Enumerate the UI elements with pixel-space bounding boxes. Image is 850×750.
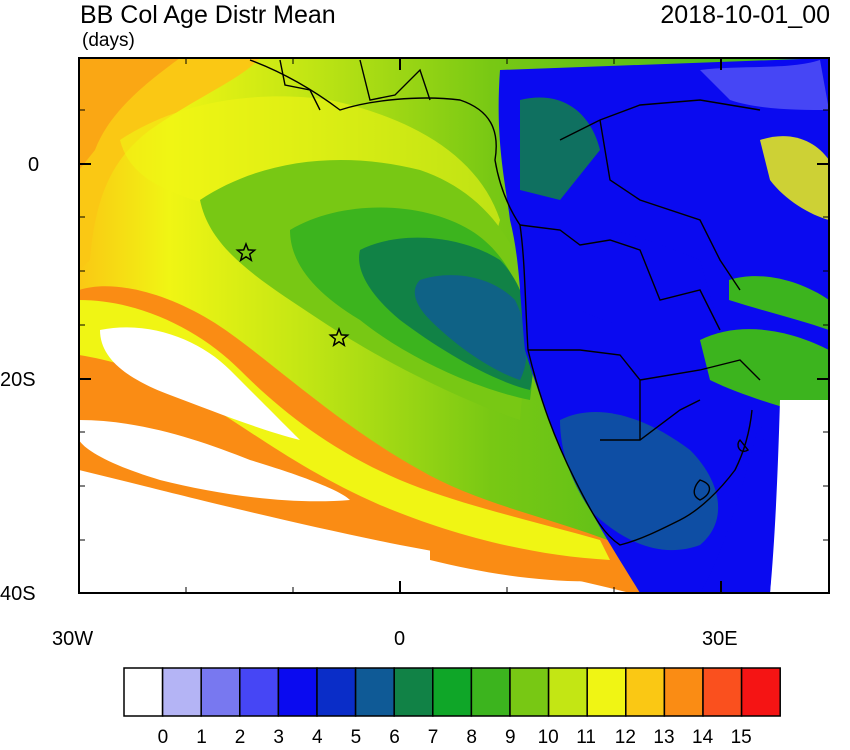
orange-south-band — [430, 545, 620, 582]
colorbar-label-6: 6 — [389, 727, 400, 748]
teal-core — [414, 275, 527, 380]
colorbar-label-0: 0 — [157, 727, 169, 748]
colorbar-label-13: 13 — [653, 727, 675, 748]
units-label: (days) — [82, 30, 135, 51]
east-yellow — [760, 136, 829, 220]
colorbar-label-5: 5 — [350, 727, 362, 748]
date-label: 2018-10-01_00 — [660, 1, 830, 29]
colorbar-label-15: 15 — [730, 727, 752, 748]
colorbar-label-12: 12 — [614, 727, 636, 748]
colorbar-box-0 — [123, 667, 164, 717]
lon-label-30w: 30W — [52, 628, 94, 650]
map-title: BB Col Age Distr Mean — [80, 1, 336, 29]
axis-ticks — [78, 58, 829, 594]
star-marker-1 — [235, 241, 257, 263]
east-coast-blue — [700, 420, 772, 593]
white-patch-3 — [79, 470, 630, 593]
colorbar-box-6 — [354, 667, 395, 717]
colorbar-label-4: 4 — [312, 727, 323, 748]
colorbar-box-10 — [509, 667, 550, 717]
white-patch-1 — [100, 327, 300, 440]
colorbar-label-10: 10 — [537, 727, 559, 748]
country-borders — [249, 59, 761, 546]
colorbar-box-2 — [200, 667, 241, 717]
colorbar-label-11: 11 — [576, 727, 596, 748]
mozambique-green — [700, 329, 829, 420]
lon-label-30e: 30E — [702, 628, 738, 650]
colorbar-box-1 — [161, 667, 202, 717]
south-africa-teal — [560, 411, 719, 551]
colorbar-box-11 — [547, 667, 588, 717]
colorbar-label-1: 1 — [196, 727, 207, 748]
colorbar — [123, 667, 781, 717]
colorbar-box-7 — [393, 667, 434, 717]
colorbar-label-7: 7 — [427, 727, 439, 748]
colorbar-box-8 — [432, 667, 473, 717]
colorbar-label-3: 3 — [273, 727, 284, 748]
colorbar-box-9 — [470, 667, 511, 717]
colorbar-label-8: 8 — [466, 727, 477, 748]
colorbar-box-13 — [625, 667, 666, 717]
colorbar-label-9: 9 — [505, 727, 516, 748]
indian-ocean-white — [770, 400, 829, 593]
star-marker-2 — [328, 326, 350, 348]
colorbar-label-2: 2 — [234, 727, 246, 748]
colorbar-box-4 — [277, 667, 318, 717]
minor-ticks — [79, 58, 829, 593]
lon-label-0: 0 — [394, 628, 406, 650]
north-lighter-blue — [700, 60, 829, 110]
white-patch-2 — [79, 420, 350, 502]
land-blue-central — [560, 227, 720, 334]
lat-label-40s: 40S — [0, 583, 36, 605]
colorbar-box-12 — [586, 667, 627, 717]
map-field — [79, 58, 829, 593]
deep-orange-nw — [79, 58, 180, 170]
lat-label-20s: 20S — [0, 369, 36, 391]
colorbar-box-5 — [316, 667, 357, 717]
lat-label-0: 0 — [28, 154, 40, 176]
east-green — [729, 276, 829, 330]
orange-nw — [79, 58, 260, 270]
colorbar-box-16 — [740, 667, 781, 717]
gulf-green — [520, 97, 600, 200]
colorbar-box-15 — [702, 667, 743, 717]
colorbar-box-3 — [239, 667, 280, 717]
colorbar-label-14: 14 — [692, 727, 714, 748]
colorbar-box-14 — [663, 667, 704, 717]
